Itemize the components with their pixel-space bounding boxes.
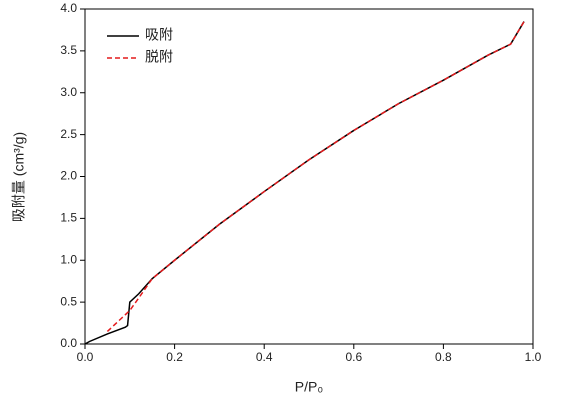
- y-tick-label: 2.5: [60, 127, 77, 141]
- y-tick-label: 4.0: [60, 1, 77, 15]
- x-tick-label: 0.4: [256, 350, 273, 364]
- series-line: [84, 21, 525, 345]
- y-axis-label: 吸附量 (cm³/g): [11, 132, 27, 222]
- legend-label: 吸附: [145, 27, 173, 43]
- y-tick-label: 2.0: [60, 169, 77, 183]
- y-tick-label: 1.0: [60, 252, 77, 266]
- x-axis-label: P/P₀: [295, 379, 324, 395]
- x-tick-label: 0.6: [345, 350, 362, 364]
- x-tick-label: 0.8: [435, 350, 452, 364]
- y-tick-label: 0.0: [60, 336, 77, 350]
- y-tick-label: 1.5: [60, 211, 77, 225]
- y-tick-label: 3.0: [60, 85, 77, 99]
- x-tick-label: 0.2: [166, 350, 183, 364]
- y-tick-label: 0.5: [60, 294, 77, 308]
- x-tick-label: 0.0: [77, 350, 94, 364]
- y-tick-label: 3.5: [60, 43, 77, 57]
- x-tick-label: 1.0: [525, 350, 542, 364]
- series-line: [106, 21, 525, 332]
- legend-label: 脱附: [145, 49, 173, 65]
